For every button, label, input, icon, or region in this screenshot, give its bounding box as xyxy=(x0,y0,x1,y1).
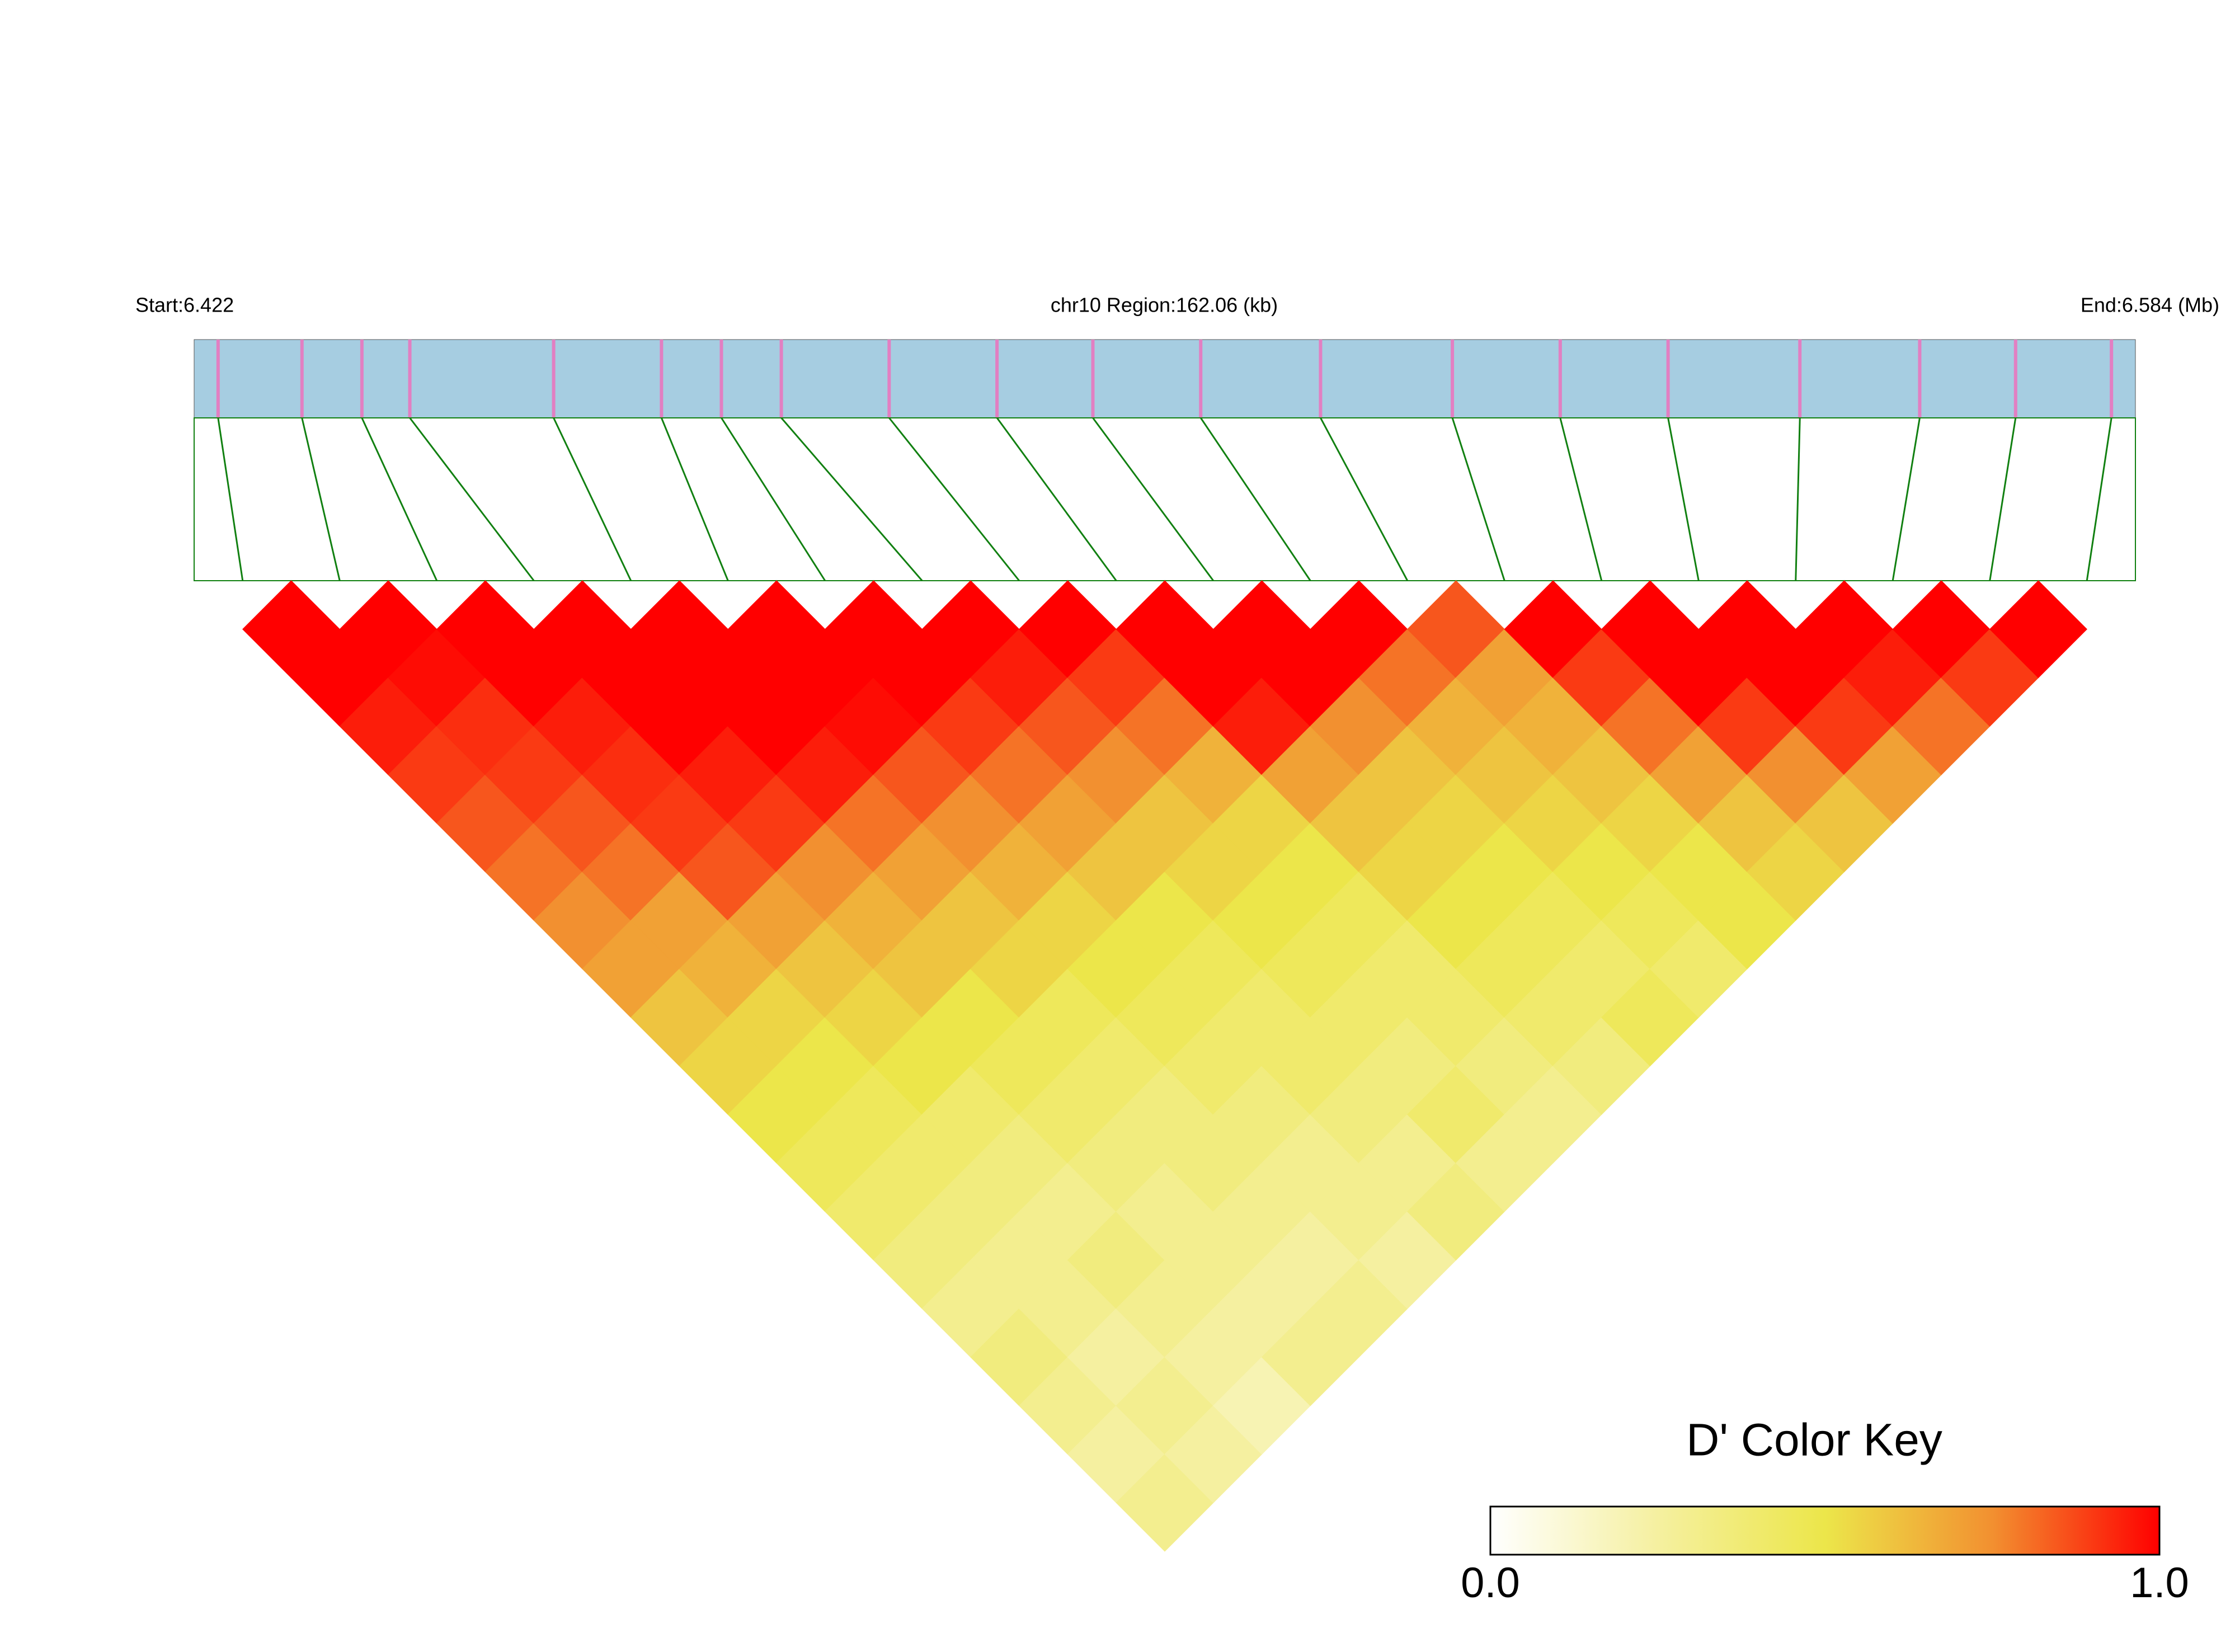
color-key xyxy=(1489,1505,2161,1556)
snp-link xyxy=(660,417,729,581)
snp-link xyxy=(780,417,923,581)
snp-link xyxy=(1200,417,1311,581)
snp-link xyxy=(361,417,438,581)
snp-link xyxy=(409,417,535,581)
snp-link xyxy=(1891,417,1921,581)
ld-cell xyxy=(1989,580,2087,679)
key-tick-label: 1.0 xyxy=(2130,1559,2189,1607)
snp-link xyxy=(721,417,826,581)
snp-link xyxy=(1989,417,2017,581)
snp-link xyxy=(553,417,632,581)
snp-link xyxy=(217,417,244,581)
snp-link xyxy=(1092,417,1214,581)
start-label: Start:6.422 xyxy=(135,294,234,317)
snp-link xyxy=(1667,417,1700,581)
snp-link xyxy=(301,417,341,581)
region-label: chr10 Region:162.06 (kb) xyxy=(1051,294,1278,317)
snp-link xyxy=(996,417,1117,581)
snp-link xyxy=(2086,417,2112,581)
snp-link xyxy=(1320,417,1409,581)
end-label: End:6.584 (Mb) xyxy=(2081,294,2219,317)
snp-link xyxy=(888,417,1020,581)
key-title: D' Color Key xyxy=(1686,1415,1942,1466)
snp-link xyxy=(1451,417,1505,581)
snp-link xyxy=(1795,417,1801,581)
snp-bar xyxy=(194,339,2136,418)
snp-link xyxy=(1559,417,1603,581)
link-frame xyxy=(194,417,2136,581)
key-tick-label: 0.0 xyxy=(1461,1559,1520,1607)
